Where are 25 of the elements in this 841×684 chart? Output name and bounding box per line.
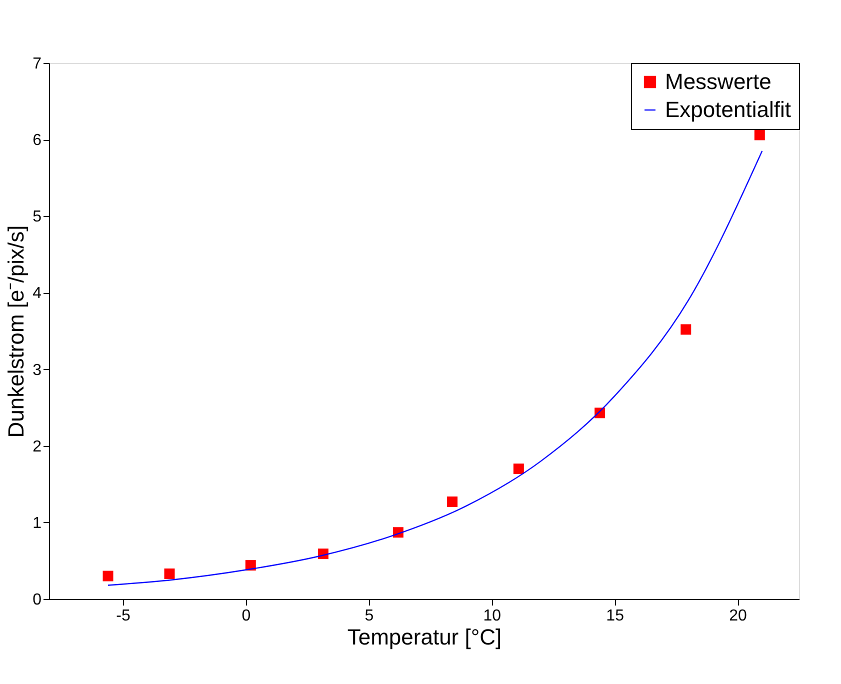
- x-tick-label: 0: [242, 608, 251, 624]
- point: [754, 130, 765, 140]
- y-tick-label: 0: [32, 592, 42, 608]
- x-tick-label: 20: [729, 608, 748, 624]
- point: [102, 570, 114, 582]
- y-axis-title: Dunkelstrom [e⁻/pix/s]: [4, 225, 29, 438]
- y-tick-label: 4: [32, 285, 42, 302]
- point: [447, 496, 458, 507]
- x-tick-label: 15: [606, 608, 624, 624]
- point: [164, 568, 175, 579]
- y-tick-label: 5: [32, 208, 42, 226]
- y-tick-label: 1: [32, 514, 42, 532]
- y-tick-label: 3: [32, 362, 42, 379]
- x-tick-label: 10: [483, 608, 502, 624]
- point: [513, 464, 524, 474]
- line-series: [107, 150, 763, 586]
- y-tick-label: 7: [32, 56, 42, 72]
- x-tick-label: 5: [364, 608, 374, 624]
- point: [680, 324, 692, 335]
- x-tick-label: -5: [116, 608, 130, 624]
- x-axis-title: Temperatur [°C]: [347, 624, 502, 650]
- legend-label: Messwerte: [665, 69, 772, 94]
- y-tick-label: 6: [32, 132, 42, 150]
- legend-label: Expotentialfit: [665, 97, 791, 122]
- y-tick-label: 2: [32, 438, 42, 456]
